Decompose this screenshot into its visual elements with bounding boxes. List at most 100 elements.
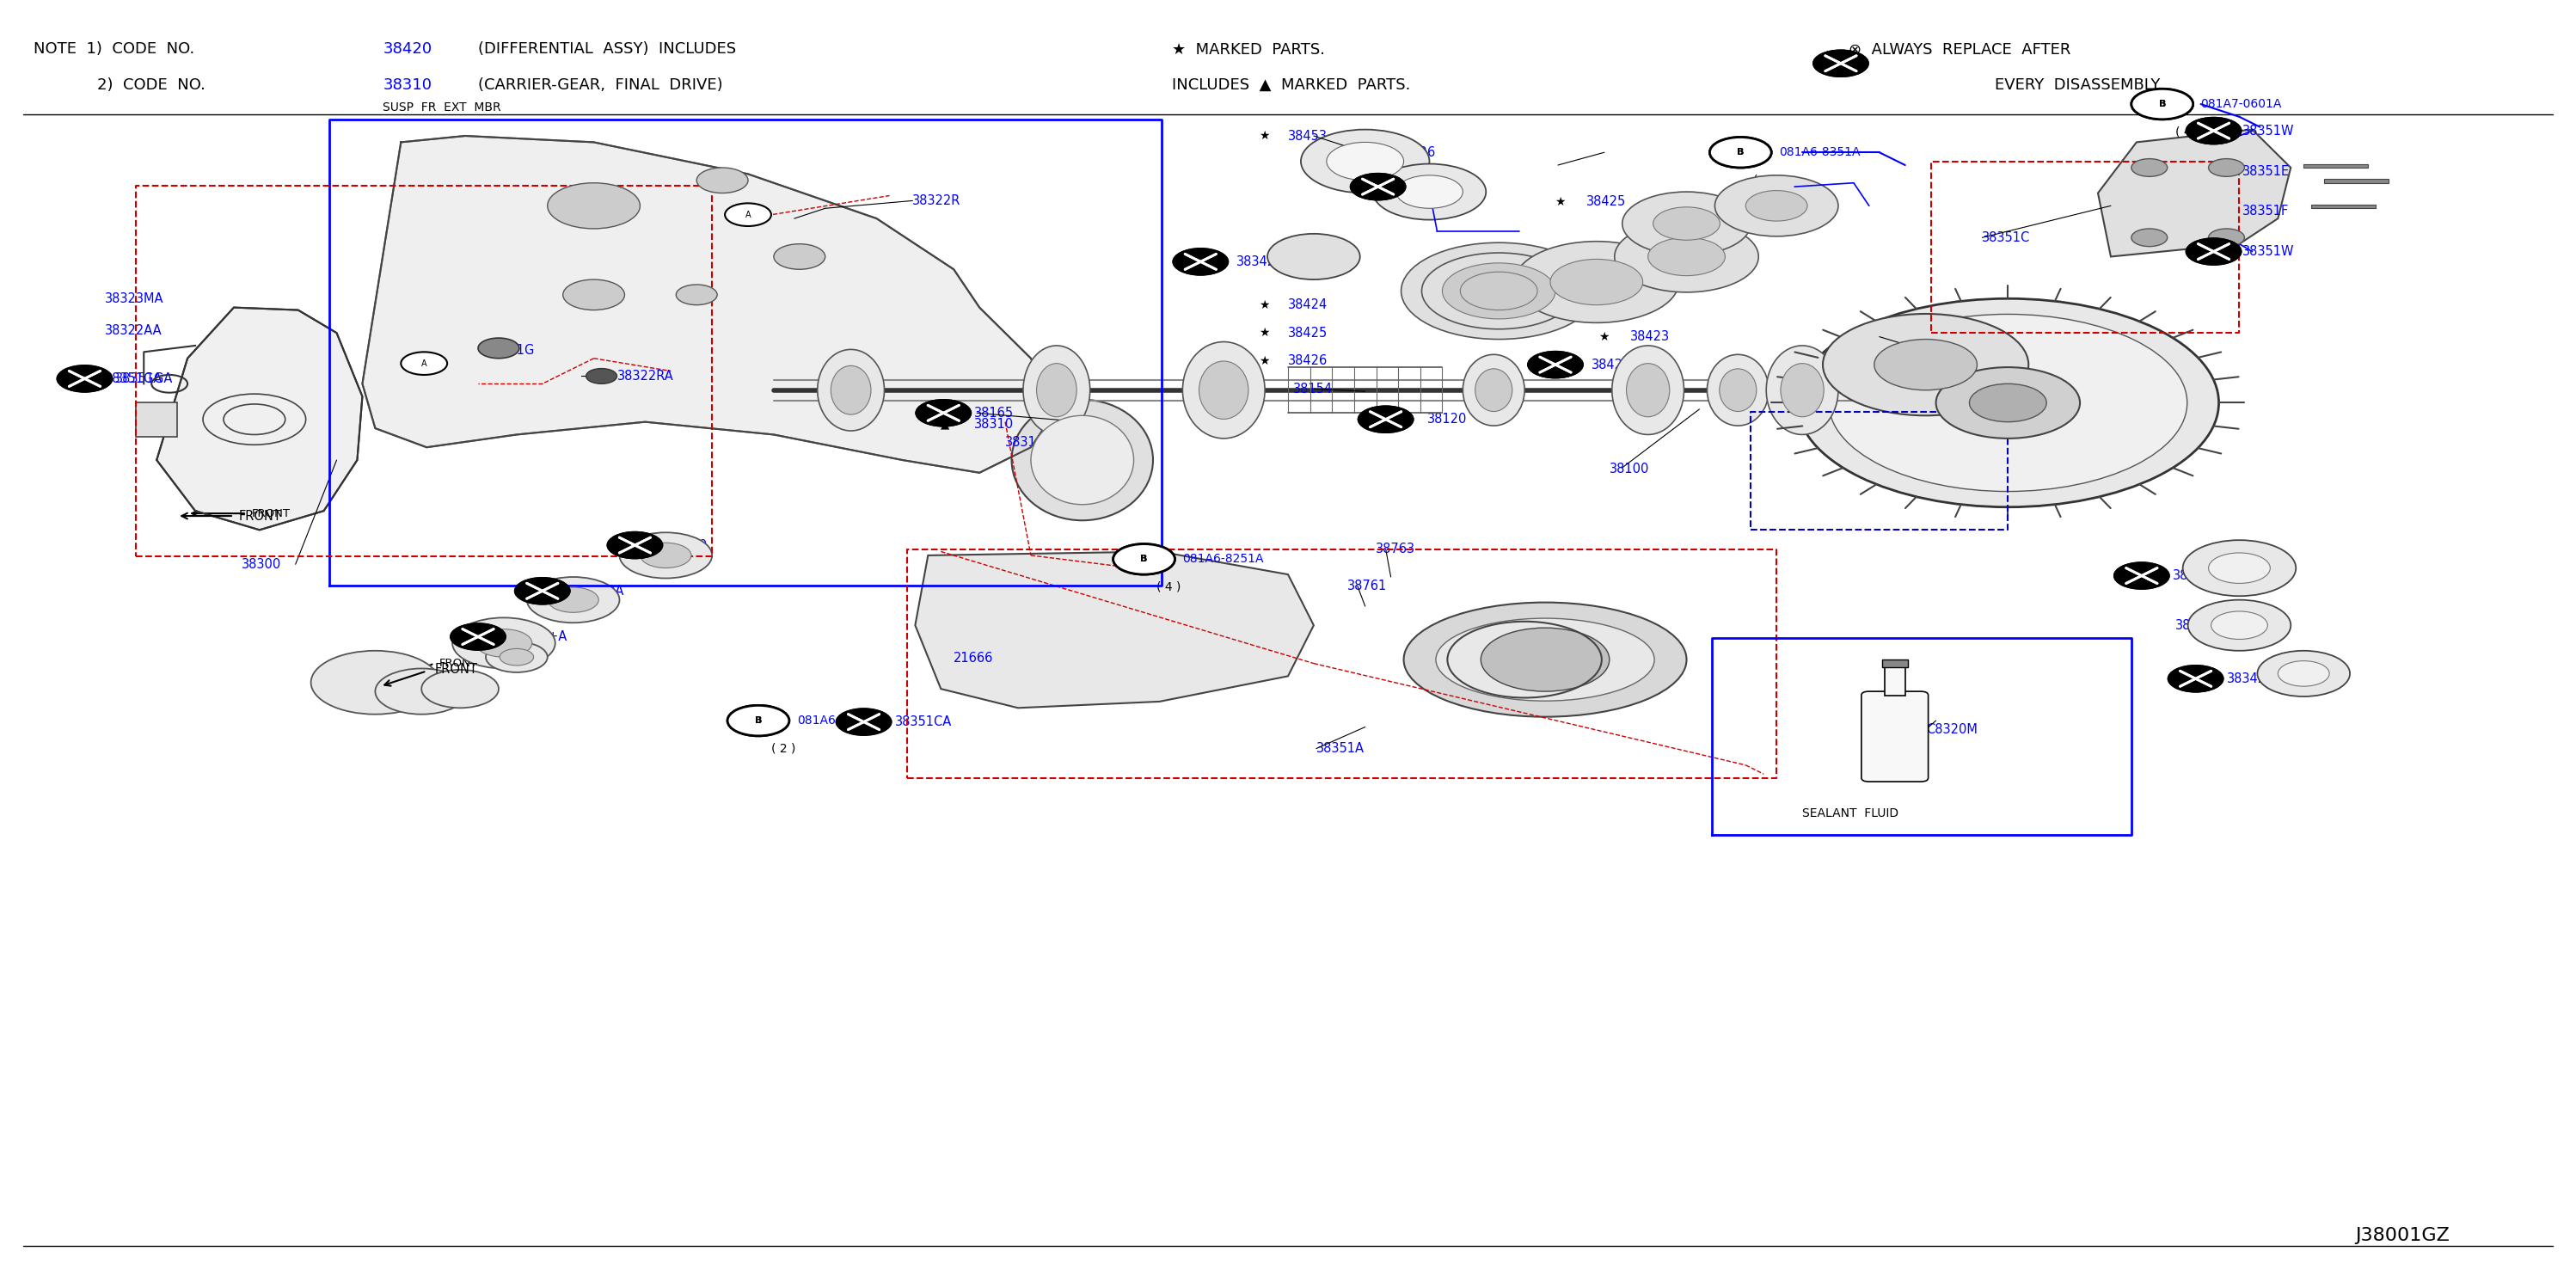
Circle shape xyxy=(641,542,690,568)
Ellipse shape xyxy=(1036,364,1077,417)
Circle shape xyxy=(2184,237,2241,265)
Text: 38120: 38120 xyxy=(1427,413,1466,426)
Text: 38453: 38453 xyxy=(1288,129,1327,143)
Text: 38300: 38300 xyxy=(242,558,281,570)
Circle shape xyxy=(1710,137,1772,167)
Circle shape xyxy=(726,706,788,736)
Circle shape xyxy=(2208,228,2244,246)
Text: B: B xyxy=(2159,100,2166,108)
Circle shape xyxy=(618,532,711,578)
Circle shape xyxy=(57,365,113,393)
Circle shape xyxy=(1172,248,1229,276)
Circle shape xyxy=(564,279,623,310)
Circle shape xyxy=(402,352,448,375)
Circle shape xyxy=(549,182,639,228)
Circle shape xyxy=(2166,665,2223,693)
Circle shape xyxy=(1937,367,2079,439)
Text: ⊗  ALWAYS  REPLACE  AFTER: ⊗ ALWAYS REPLACE AFTER xyxy=(1850,42,2071,57)
Circle shape xyxy=(2184,237,2241,265)
Circle shape xyxy=(696,167,747,193)
Polygon shape xyxy=(2303,163,2367,167)
Ellipse shape xyxy=(1198,361,1249,419)
Text: FRONT: FRONT xyxy=(440,658,479,669)
Text: B: B xyxy=(2159,100,2166,108)
Circle shape xyxy=(1172,248,1229,276)
Circle shape xyxy=(1481,628,1610,692)
Text: ▲: ▲ xyxy=(940,419,951,430)
Polygon shape xyxy=(2097,129,2290,256)
Polygon shape xyxy=(2324,179,2388,182)
Ellipse shape xyxy=(1030,416,1133,504)
Circle shape xyxy=(914,399,971,427)
Circle shape xyxy=(2184,117,2241,144)
Circle shape xyxy=(422,670,500,708)
Circle shape xyxy=(726,706,788,736)
Circle shape xyxy=(451,623,507,651)
Text: 38189+A: 38189+A xyxy=(510,630,567,643)
Text: 38165: 38165 xyxy=(974,407,1015,420)
Ellipse shape xyxy=(1476,369,1512,411)
Ellipse shape xyxy=(1613,346,1685,435)
Text: ★: ★ xyxy=(1556,197,1566,208)
Text: 081A6-8351A: 081A6-8351A xyxy=(1780,147,1860,158)
Circle shape xyxy=(1971,384,2045,422)
Circle shape xyxy=(1301,129,1430,193)
Text: ( 4 ): ( 4 ) xyxy=(2174,126,2200,138)
Circle shape xyxy=(57,365,113,393)
Text: 38140: 38140 xyxy=(667,538,708,551)
Circle shape xyxy=(1824,314,2027,416)
Circle shape xyxy=(451,623,507,651)
Text: 2)  CODE  NO.: 2) CODE NO. xyxy=(98,78,206,93)
Circle shape xyxy=(835,708,891,736)
Circle shape xyxy=(1710,137,1772,167)
Bar xyxy=(1883,660,1909,667)
Text: 38323MA: 38323MA xyxy=(106,292,165,305)
Text: ★: ★ xyxy=(1260,130,1270,142)
Circle shape xyxy=(1373,163,1486,219)
Text: ( 6 ): ( 6 ) xyxy=(1754,175,1777,186)
Circle shape xyxy=(487,642,549,672)
Text: 38426: 38426 xyxy=(1288,355,1327,367)
Circle shape xyxy=(1814,50,1870,78)
Text: 38100: 38100 xyxy=(1610,462,1649,476)
Circle shape xyxy=(1716,175,1839,236)
Text: 38351W: 38351W xyxy=(2241,124,2295,138)
Text: 38342: 38342 xyxy=(1236,255,1275,268)
Text: 38351G: 38351G xyxy=(487,345,536,357)
Circle shape xyxy=(1401,242,1597,339)
Circle shape xyxy=(587,369,616,384)
Text: 38342: 38342 xyxy=(2226,672,2267,685)
Circle shape xyxy=(1350,172,1406,200)
Polygon shape xyxy=(363,135,1056,472)
Text: INCLUDES  ▲  MARKED  PARTS.: INCLUDES ▲ MARKED PARTS. xyxy=(1172,78,1412,93)
Text: 38424: 38424 xyxy=(1777,180,1816,193)
Circle shape xyxy=(2112,561,2169,590)
Circle shape xyxy=(2182,540,2295,596)
Text: B: B xyxy=(755,716,762,725)
Circle shape xyxy=(1654,207,1721,240)
Text: ★: ★ xyxy=(1847,330,1860,343)
Text: ( 2 ): ( 2 ) xyxy=(770,743,796,754)
Circle shape xyxy=(1649,237,1726,276)
Text: 38761: 38761 xyxy=(1347,579,1386,592)
Text: 38351GA: 38351GA xyxy=(106,373,162,385)
Text: 38351F: 38351F xyxy=(2241,204,2287,217)
Circle shape xyxy=(2187,600,2290,651)
Circle shape xyxy=(2210,611,2267,639)
Ellipse shape xyxy=(1718,369,1757,411)
Polygon shape xyxy=(914,551,1314,708)
Text: ★: ★ xyxy=(1445,250,1455,263)
Text: FRONT: FRONT xyxy=(435,664,477,676)
Text: 38424: 38424 xyxy=(1288,299,1327,311)
Text: FRONT: FRONT xyxy=(240,509,281,522)
Text: 081A6-6121A: 081A6-6121A xyxy=(796,715,878,726)
Circle shape xyxy=(528,577,618,623)
Text: 38427A: 38427A xyxy=(1592,359,1641,371)
Text: (CARRIER-GEAR,  FINAL  DRIVE): (CARRIER-GEAR, FINAL DRIVE) xyxy=(479,78,724,93)
Circle shape xyxy=(2130,89,2192,120)
Text: 38310: 38310 xyxy=(384,78,433,93)
Polygon shape xyxy=(157,308,363,530)
Circle shape xyxy=(453,618,556,669)
Circle shape xyxy=(1358,406,1414,434)
Bar xyxy=(1886,667,1906,695)
